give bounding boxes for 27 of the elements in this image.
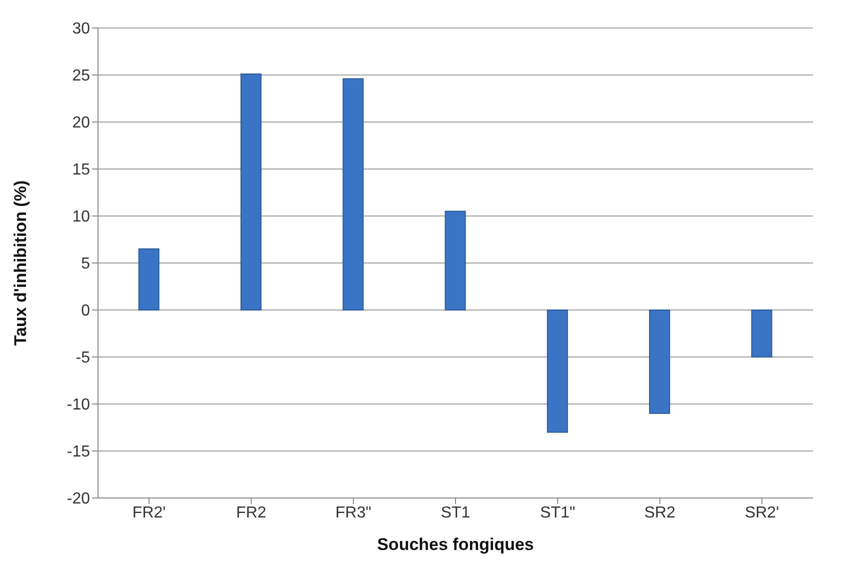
x-tick-label: FR2': [132, 504, 166, 522]
bar: [751, 310, 772, 358]
x-tick-label: FR3": [335, 504, 372, 522]
y-tick-label: -10: [66, 396, 90, 414]
x-tick-label: ST1: [440, 504, 470, 522]
y-tick-label: 10: [72, 208, 90, 226]
x-axis-title: Souches fongiques: [377, 535, 534, 554]
y-tick-label: 20: [72, 114, 90, 132]
x-tick-label: ST1": [540, 504, 576, 522]
bar: [444, 210, 466, 310]
bar: [138, 248, 160, 310]
bar: [546, 310, 568, 433]
bar: [240, 74, 262, 310]
y-axis-title: Taux d'inhibition (%): [11, 180, 30, 346]
y-tick-label: -5: [76, 350, 90, 367]
x-tick-label: FR2: [236, 504, 266, 522]
y-tick-label: 30: [72, 20, 90, 38]
y-tick-label: -20: [66, 490, 90, 508]
bar: [342, 78, 364, 310]
y-tick-label: 5: [81, 256, 90, 273]
bar: [649, 310, 670, 414]
y-tick-label: 25: [72, 68, 90, 85]
y-tick-label: -15: [66, 444, 90, 461]
y-tick-label: 15: [72, 162, 90, 179]
x-tick-label: SR2: [644, 504, 676, 522]
x-tick-label: SR2': [744, 504, 780, 522]
y-tick-label: 0: [81, 302, 90, 320]
